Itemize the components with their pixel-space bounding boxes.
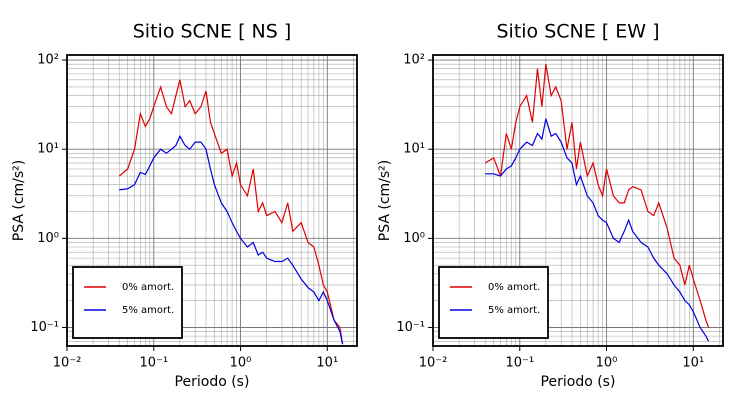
legend-label: 5% amort. (488, 305, 540, 316)
x-tick-label: 10⁰ (230, 356, 252, 371)
x-tick-label: 10⁻² (53, 356, 82, 371)
legend-label: 0% amort. (122, 282, 174, 293)
x-tick-label: 10⁻¹ (505, 356, 534, 371)
y-axis-label: PSA (cm/s²) (377, 160, 393, 242)
y-tick-label: 10⁰ (403, 231, 425, 246)
panel: 10⁻² 10⁻¹ 10⁰ 10¹ 10⁻¹ 10⁰ 10¹ 10² Sitio SCNE [ … (377, 21, 724, 390)
y-tick-label: 10⁰ (37, 231, 59, 246)
y-tick-label: 10² (37, 53, 59, 68)
plot-frame (66, 54, 358, 347)
series-line (484, 64, 710, 328)
series-line (118, 79, 344, 345)
legend-label: 0% amort. (488, 282, 540, 293)
x-tick-label: 10⁻¹ (139, 356, 168, 371)
panel: 10⁻² 10⁻¹ 10⁰ 10¹ 10⁻¹ 10⁰ 10¹ 10² Sitio SCNE [ … (11, 21, 358, 390)
y-tick-label: 10¹ (403, 142, 425, 157)
legend: 0% amort. 5% amort. (438, 266, 549, 339)
series-line (485, 118, 710, 342)
y-tick-label: 10¹ (37, 142, 59, 157)
x-axis-label: Periodo (s) (175, 374, 250, 390)
x-axis-label: Periodo (s) (541, 374, 616, 390)
x-tick-label: 10¹ (316, 356, 338, 371)
legend-label: 5% amort. (122, 305, 174, 316)
legend-box (72, 266, 183, 339)
y-tick-label: 10⁻¹ (396, 320, 425, 335)
x-tick-label: 10⁻² (419, 356, 448, 371)
chart-title: Sitio SCNE [ EW ] (496, 21, 659, 43)
y-tick-label: 10⁻¹ (30, 320, 59, 335)
plot-frame (432, 54, 724, 347)
chart-title: Sitio SCNE [ NS ] (133, 21, 292, 43)
legend: 0% amort. 5% amort. (72, 266, 183, 339)
x-tick-label: 10¹ (682, 356, 704, 371)
series-line (119, 134, 344, 345)
x-tick-label: 10⁰ (596, 356, 618, 371)
legend-box (438, 266, 549, 339)
y-axis-label: PSA (cm/s²) (11, 160, 27, 242)
y-tick-label: 10² (403, 53, 425, 68)
